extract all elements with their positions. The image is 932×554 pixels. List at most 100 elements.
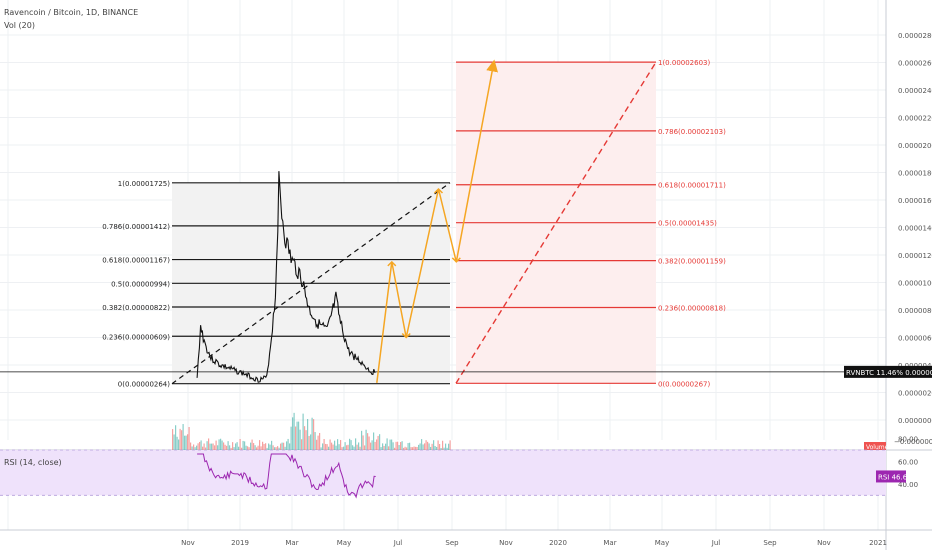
y-tick-label: 0.00001000 <box>898 280 932 288</box>
volume-bar <box>349 438 351 452</box>
volume-bar <box>340 439 342 452</box>
volume-bar <box>295 426 297 452</box>
volume-bar <box>253 443 255 452</box>
volume-bar <box>293 412 295 452</box>
volume-bar <box>275 447 277 452</box>
volume-bar <box>223 442 225 452</box>
volume-bar <box>373 432 375 452</box>
volume-bar <box>425 440 427 452</box>
volume-bar <box>298 421 300 452</box>
volume-bar <box>247 446 249 452</box>
volume-bar <box>173 434 175 452</box>
y-tick-label-negative: −0.00000000 <box>894 438 932 446</box>
volume-bar <box>185 435 187 452</box>
volume-bar <box>418 444 420 452</box>
volume-bar <box>236 442 238 452</box>
y-tick-label: 0.00002400 <box>898 87 932 95</box>
volume-bar <box>217 445 219 452</box>
historic-fib-label: 0.786(0.00001412) <box>102 223 170 231</box>
x-tick-label: Sep <box>763 539 777 547</box>
volume-bar <box>313 419 315 452</box>
volume-bar <box>413 446 415 452</box>
volume-bar <box>332 444 334 452</box>
volume-bar <box>356 444 358 452</box>
volume-bar <box>307 418 309 452</box>
x-tick-label: Jul <box>393 539 403 547</box>
projection-trough-arrowhead <box>401 332 411 339</box>
volume-bar <box>203 443 205 452</box>
projected-diagonal <box>455 61 657 384</box>
volume-bar <box>310 434 312 452</box>
volume-bar <box>286 441 288 452</box>
volume-bar <box>242 440 244 452</box>
volume-bar <box>280 443 282 452</box>
volume-bar <box>227 441 229 452</box>
volume-bar <box>319 432 321 452</box>
projection-arrow <box>376 59 499 383</box>
volume-bar <box>383 445 385 452</box>
volume-bar <box>395 441 397 452</box>
volume-bar <box>281 442 283 452</box>
volume-bar <box>254 445 256 452</box>
volume-bar <box>200 440 202 452</box>
volume-bar <box>214 445 216 452</box>
y-tick-label: 0.00002200 <box>898 115 932 123</box>
volume-bar <box>233 447 235 452</box>
volume-bar <box>199 441 201 452</box>
volume-bar <box>377 435 379 452</box>
volume-bar <box>197 443 199 452</box>
volume-bar <box>344 442 346 452</box>
x-tick-label: Mar <box>603 539 616 547</box>
volume-bar <box>370 442 372 452</box>
volume-bar <box>175 425 177 452</box>
projected-fib-label: 0(0.00000267) <box>658 380 710 388</box>
volume-bar <box>428 443 430 452</box>
volume-bar <box>371 440 373 452</box>
volume-bar <box>398 445 400 452</box>
volume-bar <box>172 429 174 452</box>
volume-bar <box>265 443 267 452</box>
historic-fib-label: 1(0.00001725) <box>118 180 170 188</box>
volume-bar <box>314 432 316 452</box>
x-tick-label: Sep <box>445 539 459 547</box>
volume-bars <box>172 412 451 452</box>
x-tick-label: May <box>655 539 669 547</box>
historic-diagonal <box>171 182 451 385</box>
volume-bar <box>406 447 408 452</box>
volume-bar <box>224 444 226 452</box>
volume-bar <box>194 447 196 452</box>
volume-bar <box>416 446 418 452</box>
volume-bar <box>329 439 331 452</box>
volume-bar <box>379 434 381 452</box>
volume-bar <box>221 440 223 452</box>
projected-fib-label: 0.5(0.00001435) <box>658 220 717 228</box>
volume-bar <box>430 446 432 452</box>
volume-bar <box>448 443 450 452</box>
volume-bar <box>305 430 307 452</box>
volume-bar <box>226 445 228 452</box>
volume-bar <box>229 445 231 452</box>
volume-bar <box>269 444 271 452</box>
volume-bar <box>260 446 262 452</box>
volume-bar <box>262 441 264 452</box>
volume-bar <box>347 444 349 452</box>
volume-bar <box>382 443 384 452</box>
volume-bar <box>218 439 220 452</box>
y-tick-label: 0.00000200 <box>898 390 932 398</box>
historic-fib-label: 0.236(0.00000609) <box>102 333 170 341</box>
volume-bar <box>178 439 180 452</box>
historic-fib-label: 0(0.00000264) <box>118 381 170 389</box>
volume-tag-text: Volume 4.784M <box>866 444 913 451</box>
volume-bar <box>436 446 438 452</box>
volume-bar <box>358 442 360 452</box>
volume-bar <box>239 439 241 452</box>
volume-bar <box>191 446 193 452</box>
volume-bar <box>331 442 333 452</box>
volume-bar <box>445 443 447 452</box>
volume-bar <box>364 445 366 452</box>
projection-peak-arrowhead <box>387 260 397 267</box>
volume-bar <box>311 417 313 452</box>
volume-bar <box>292 417 294 452</box>
volume-bar <box>326 444 328 452</box>
volume-bar <box>410 447 412 452</box>
